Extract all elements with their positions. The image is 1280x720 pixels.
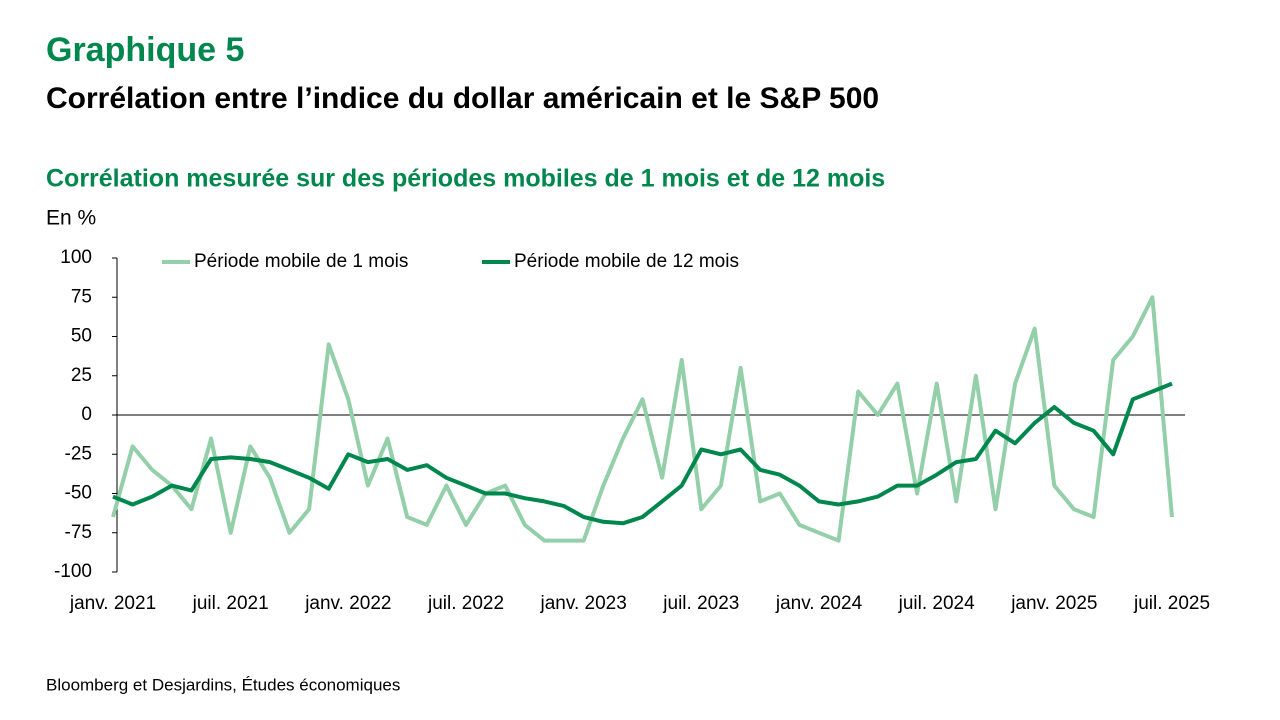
chart-subtitle: Corrélation entre l’indice du dollar amé… — [46, 82, 879, 115]
y-tick-label: 100 — [60, 247, 92, 268]
x-tick-label: juil. 2025 — [1133, 593, 1210, 614]
y-tick-label: 75 — [71, 286, 92, 307]
x-tick-label: juil. 2024 — [898, 593, 975, 614]
y-tick-label: 0 — [81, 404, 92, 425]
legend-label: Période mobile de 12 mois — [514, 251, 739, 272]
line-series — [111, 295, 1174, 543]
y-tick-label: -50 — [65, 483, 92, 504]
y-tick-label: 50 — [71, 326, 92, 347]
y-tick-label: -100 — [54, 561, 92, 582]
x-tick-label: juil. 2023 — [662, 593, 739, 614]
x-tick-label: janv. 2021 — [69, 593, 156, 614]
chart-heading: Corrélation mesurée sur des périodes mob… — [46, 165, 885, 193]
y-tick-label: -75 — [65, 522, 92, 543]
x-tick-label: janv. 2024 — [775, 593, 863, 614]
x-tick-label: janv. 2023 — [540, 593, 627, 614]
source: Bloomberg et Desjardins, Études économiq… — [46, 675, 400, 694]
x-tick-label: janv. 2022 — [304, 593, 391, 614]
y-tick-label: -25 — [65, 443, 92, 464]
chart-title: Graphique 5 — [46, 31, 244, 69]
y-axis-label: En % — [46, 207, 96, 230]
y-tick-label: 25 — [71, 365, 92, 386]
x-tick-label: juil. 2022 — [427, 593, 504, 614]
line-series — [112, 381, 1173, 526]
x-tick-label: janv. 2025 — [1010, 593, 1097, 614]
legend-label: Période mobile de 1 mois — [194, 251, 408, 272]
x-tick-label: juil. 2021 — [192, 593, 269, 614]
